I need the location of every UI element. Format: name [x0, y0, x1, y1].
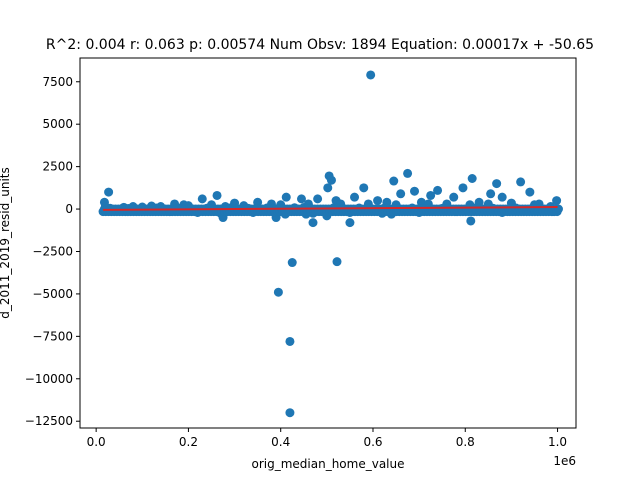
data-point: [326, 175, 336, 185]
x-tick-label: 0.6: [363, 435, 382, 449]
y-tick-label: −12500: [25, 414, 73, 428]
data-point: [212, 190, 222, 200]
y-tick-label: 2500: [42, 160, 73, 174]
data-point: [553, 204, 563, 214]
y-axis: −12500 −10000 −7500 −5000 −2500 0 2500 5000 7500: [25, 75, 80, 428]
data-point: [285, 336, 295, 346]
data-point: [516, 177, 526, 187]
y-tick-label: 5000: [42, 117, 73, 131]
chart-title: R^2: 0.004 r: 0.063 p: 0.00574 Num Obsv:…: [46, 37, 594, 53]
x-tick-label: 1.0: [548, 435, 567, 449]
data-point: [389, 176, 399, 186]
data-point: [345, 218, 355, 228]
data-point: [285, 408, 295, 418]
x-axis-label: orig_median_home_value: [251, 457, 404, 471]
data-point: [197, 194, 207, 204]
data-point: [525, 187, 535, 197]
data-point: [497, 192, 507, 202]
data-point: [373, 196, 383, 206]
data-point: [552, 196, 562, 206]
scatter-points: [98, 70, 563, 418]
data-point: [350, 192, 360, 202]
x-tick-label: 0.0: [87, 435, 106, 449]
y-tick-label: −7500: [32, 329, 73, 343]
plot-area-frame: [79, 57, 577, 429]
data-point: [281, 192, 291, 202]
data-point: [466, 216, 476, 226]
data-point: [366, 70, 376, 80]
data-point: [296, 194, 306, 204]
data-point: [449, 192, 459, 202]
data-point: [396, 189, 406, 199]
data-point: [308, 218, 318, 228]
data-point: [332, 257, 342, 267]
data-point: [486, 189, 496, 199]
regression-fit: [103, 206, 558, 211]
data-point: [403, 168, 413, 178]
data-point: [416, 197, 426, 207]
data-point: [492, 179, 502, 189]
y-tick-label: −5000: [32, 287, 73, 301]
y-tick-label: 0: [65, 202, 73, 216]
y-tick-label: −10000: [25, 372, 73, 386]
data-point: [287, 258, 297, 268]
data-point: [458, 183, 468, 193]
x-tick-label: 0.8: [456, 435, 475, 449]
y-tick-label: 7500: [42, 75, 73, 89]
x-axis: 0.0 0.2 0.4 0.6 0.8 1.0: [87, 428, 567, 449]
data-point: [273, 287, 283, 297]
data-point: [313, 194, 323, 204]
data-point: [253, 197, 263, 207]
x-tick-label: 0.2: [179, 435, 198, 449]
data-point: [467, 174, 477, 183]
y-tick-label: −2500: [32, 244, 73, 258]
data-point: [426, 190, 436, 200]
data-point: [433, 185, 443, 195]
x-axis-offset-label: 1e6: [553, 454, 576, 468]
y-axis-label: d_2011_2019_resid_units: [0, 167, 12, 318]
x-tick-label: 0.4: [271, 435, 290, 449]
data-point: [104, 187, 114, 197]
data-point: [323, 183, 333, 193]
data-point: [359, 183, 369, 193]
data-point: [410, 186, 420, 196]
fit-line: [103, 206, 558, 211]
